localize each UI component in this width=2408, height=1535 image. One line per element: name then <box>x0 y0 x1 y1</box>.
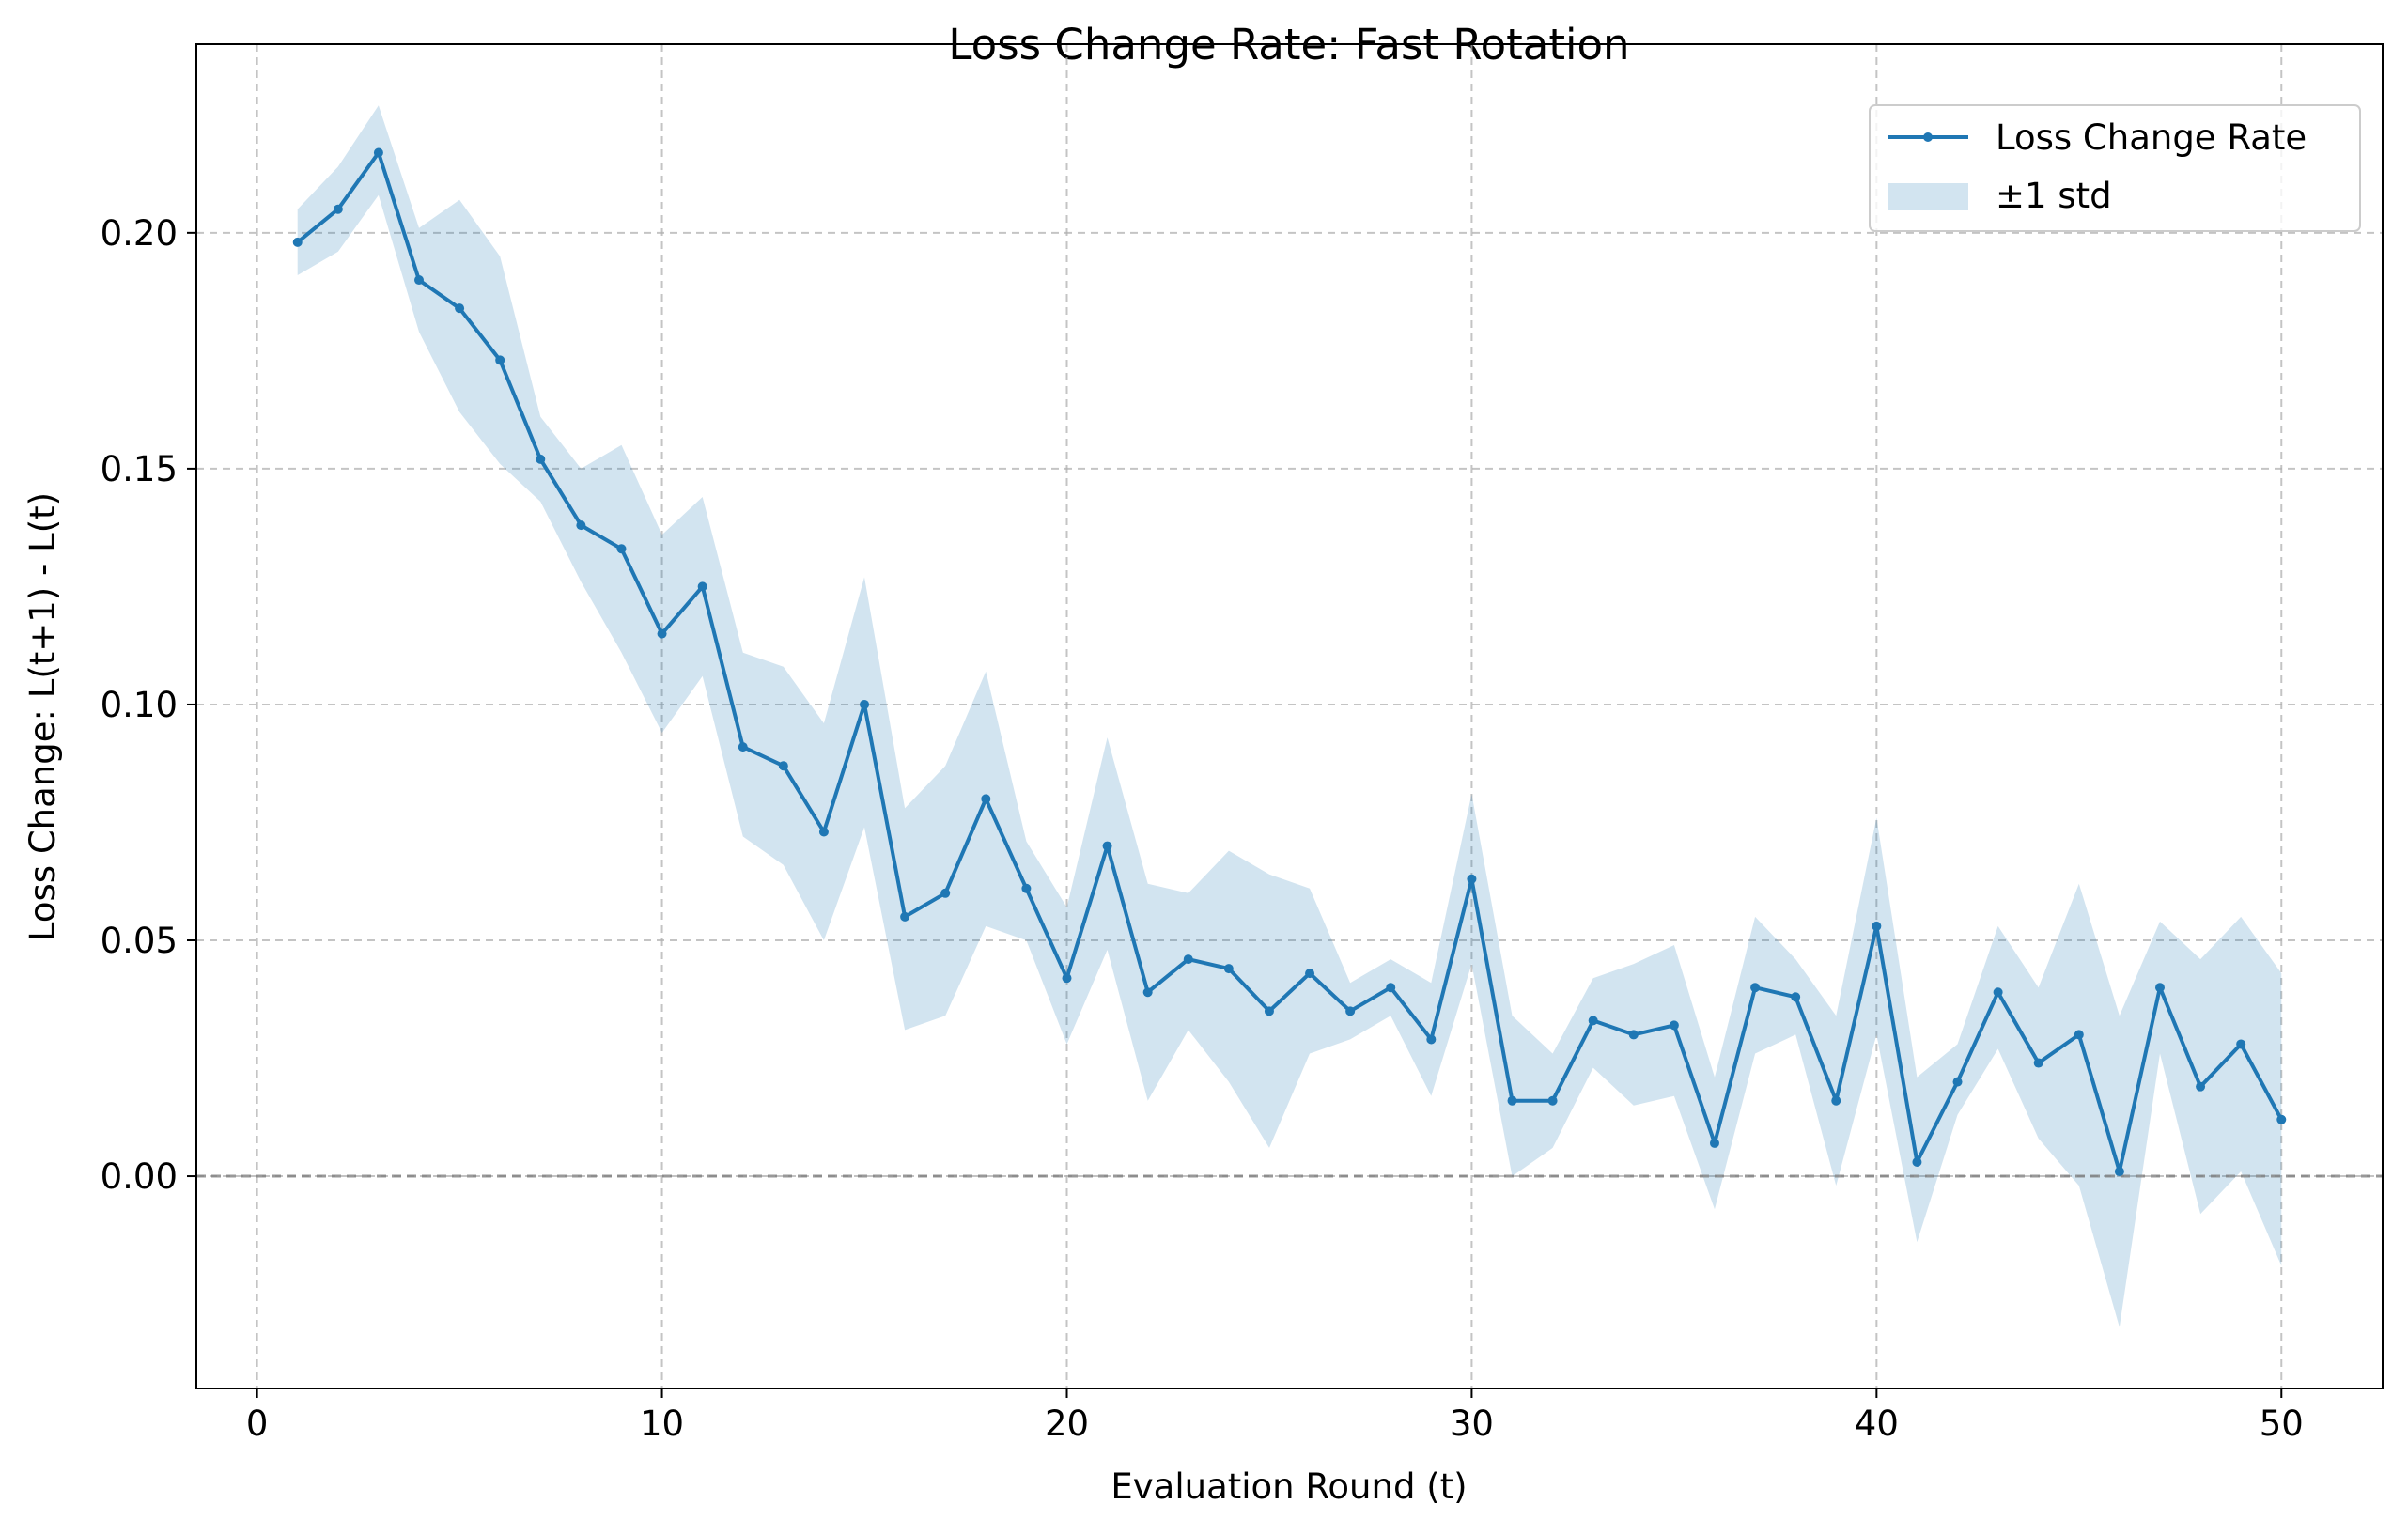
data-point <box>1426 1034 1437 1045</box>
y-tick-label: 0.20 <box>101 213 178 254</box>
legend-band-swatch <box>1888 183 1968 210</box>
data-point <box>495 355 505 365</box>
legend: Loss Change Rate ±1 std <box>1869 104 2361 232</box>
x-tick-label: 0 <box>246 1403 269 1444</box>
data-point <box>576 520 586 531</box>
data-point <box>333 204 343 214</box>
data-point <box>1062 973 1072 984</box>
data-point <box>455 303 465 314</box>
x-tick-label: 50 <box>2260 1403 2304 1444</box>
legend-marker-swatch <box>1923 132 1933 142</box>
data-point <box>616 544 627 554</box>
data-point <box>1183 954 1193 965</box>
data-point <box>536 454 546 464</box>
data-point <box>1588 1016 1598 1026</box>
loss-change-line <box>296 150 2284 1173</box>
data-point <box>657 628 667 639</box>
data-point <box>1345 1006 1356 1016</box>
data-point <box>738 742 748 752</box>
data-point <box>1547 1095 1558 1106</box>
data-point <box>1142 987 1153 998</box>
data-point <box>373 147 383 158</box>
data-point <box>1386 983 1396 993</box>
data-point <box>2236 1039 2246 1049</box>
x-tick-label: 40 <box>1855 1403 1899 1444</box>
data-point <box>1305 969 1315 979</box>
data-point <box>1223 964 1234 974</box>
data-point <box>697 581 707 592</box>
data-point <box>2276 1114 2287 1124</box>
legend-label-line: Loss Change Rate <box>1996 117 2307 158</box>
x-tick-label: 20 <box>1045 1403 1089 1444</box>
data-point <box>1264 1006 1274 1016</box>
data-point <box>981 794 991 804</box>
series-layer <box>292 147 2287 1177</box>
data-point <box>1791 992 1801 1002</box>
data-point <box>860 699 870 709</box>
data-point <box>2033 1058 2043 1068</box>
x-axis: 0 10 20 30 40 50 <box>246 1388 2304 1444</box>
data-point <box>818 827 829 837</box>
data-point <box>1993 987 2003 998</box>
data-point <box>414 275 425 286</box>
data-point <box>1628 1030 1639 1040</box>
data-point <box>940 888 951 898</box>
data-point <box>1507 1095 1517 1106</box>
y-tick-label: 0.15 <box>101 449 178 489</box>
data-point <box>1669 1020 1679 1031</box>
legend-label-band: ±1 std <box>1996 176 2112 216</box>
x-tick-label: 30 <box>1450 1403 1494 1444</box>
data-point <box>1467 874 1477 884</box>
y-tick-label: 0.00 <box>101 1156 178 1197</box>
data-point <box>1709 1138 1719 1148</box>
y-axis: 0.00 0.05 0.10 0.15 0.20 <box>101 213 196 1197</box>
data-point <box>292 237 303 247</box>
data-point <box>2074 1030 2084 1040</box>
x-axis-label: Evaluation Round (t) <box>1111 1466 1467 1507</box>
std-band <box>297 105 2282 1327</box>
data-point <box>900 911 910 922</box>
legend-box <box>1869 104 2361 232</box>
std-band-layer <box>297 105 2282 1327</box>
data-point <box>1912 1156 1922 1167</box>
data-point <box>2154 983 2165 993</box>
data-point <box>1872 921 1882 931</box>
data-point <box>778 761 788 771</box>
data-point <box>1831 1095 1841 1106</box>
data-point <box>1021 883 1032 893</box>
y-tick-label: 0.05 <box>101 921 178 961</box>
data-point <box>1102 841 1112 851</box>
data-point <box>1952 1077 1963 1087</box>
data-point <box>1750 983 1761 993</box>
x-tick-label: 10 <box>640 1403 684 1444</box>
plot-frame <box>195 43 2384 1389</box>
data-point <box>2196 1081 2206 1092</box>
y-tick-label: 0.10 <box>101 685 178 725</box>
data-point <box>2114 1167 2124 1177</box>
y-axis-label: Loss Change: L(t+1) - L(t) <box>23 492 63 941</box>
